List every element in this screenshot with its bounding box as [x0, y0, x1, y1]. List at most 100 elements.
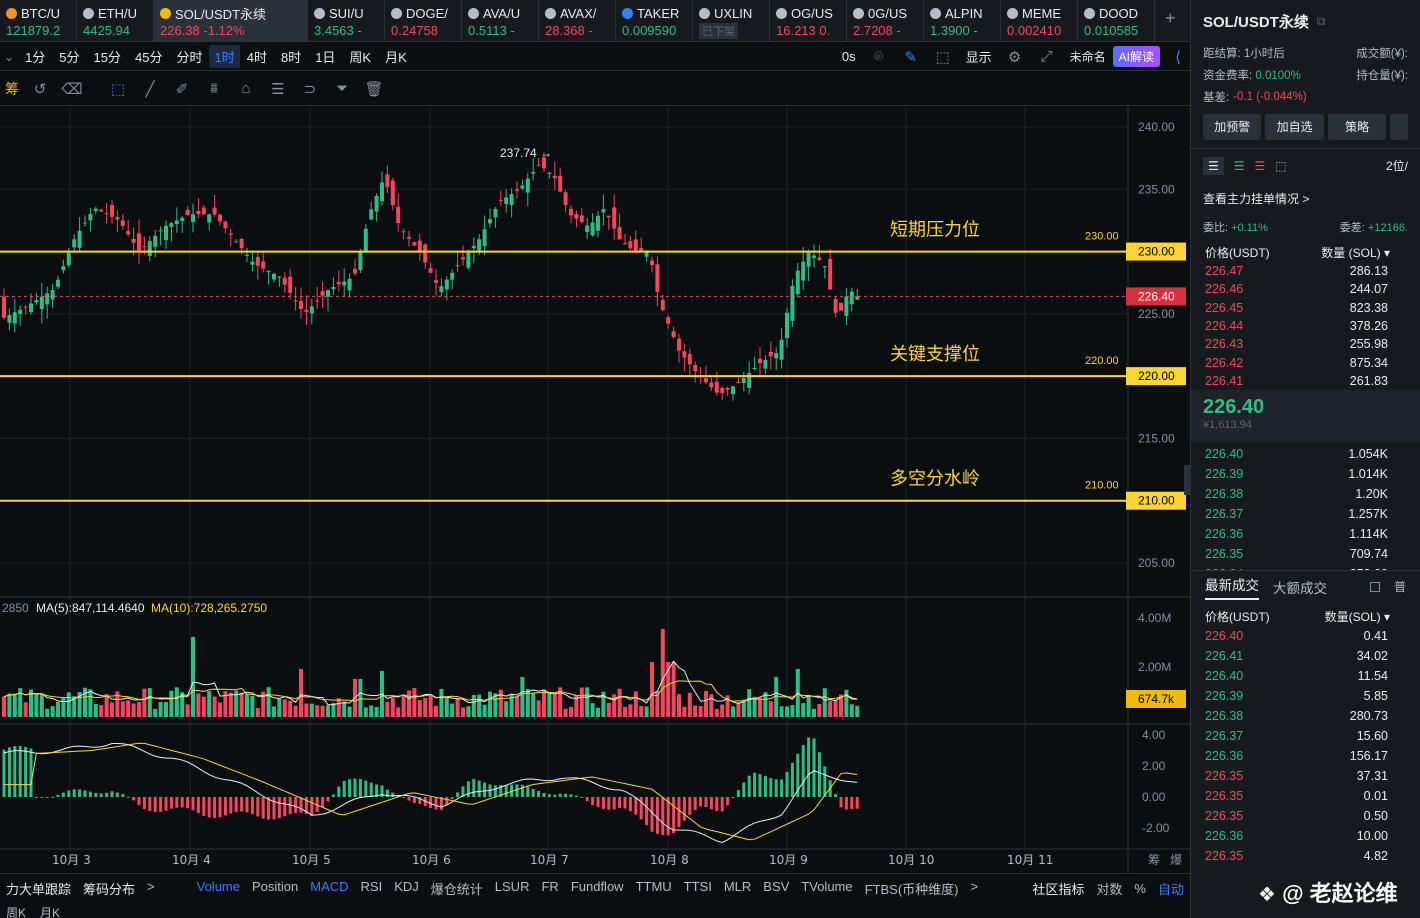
- orderbook-row[interactable]: 226.35 709.74: [1191, 544, 1420, 564]
- ticker-10[interactable]: 0G/US 2.7208 -: [847, 0, 924, 42]
- ticker-5[interactable]: AVA/U 0.5113 -: [462, 0, 539, 42]
- orderbook-buy-icon[interactable]: ☰: [1233, 158, 1245, 173]
- indicator-4[interactable]: Position: [252, 879, 299, 894]
- tf-10[interactable]: 月K: [385, 50, 407, 65]
- tf-3[interactable]: 45分: [135, 50, 163, 65]
- indicator-11[interactable]: Fundflow: [570, 879, 624, 894]
- indicator-3[interactable]: Volume: [196, 879, 240, 894]
- orderbook-expand-icon[interactable]: ⬚: [1275, 158, 1287, 173]
- tf-4[interactable]: 分时: [176, 50, 203, 65]
- erase-icon[interactable]: ⌫: [61, 80, 83, 98]
- edit-icon[interactable]: ☰: [271, 80, 285, 98]
- log-toggle[interactable]: 对数: [1096, 882, 1123, 897]
- ticker-2[interactable]: SOL/USDT永续 226.38 -1.12%: [154, 0, 308, 42]
- indicator-10[interactable]: FR: [541, 879, 559, 894]
- tf-9[interactable]: 周K: [349, 50, 372, 65]
- trade-col-qty[interactable]: 数量(SOL) ▾: [1324, 609, 1390, 624]
- indicator-17[interactable]: FTBS(币种维度): [864, 882, 959, 897]
- orderbook-row[interactable]: 226.42 875.34: [1191, 353, 1420, 371]
- indicator-15[interactable]: BSV: [763, 879, 790, 894]
- bottom-tf-week[interactable]: 周K: [6, 906, 27, 918]
- tf-8[interactable]: 1日: [315, 50, 336, 65]
- indicator-18[interactable]: >: [970, 879, 979, 894]
- fullscreen-icon[interactable]: ⤢: [1040, 48, 1053, 65]
- pencil-icon[interactable]: ✎: [904, 48, 917, 66]
- indicator-1[interactable]: 筹码分布: [83, 882, 136, 897]
- tf-1[interactable]: 5分: [59, 50, 80, 65]
- orderbook-row[interactable]: 226.34 353.09: [1191, 564, 1420, 570]
- indicator-13[interactable]: TTSI: [683, 879, 712, 894]
- main-orders-link[interactable]: 查看主力挂单情况 >: [1203, 191, 1310, 206]
- bottom-tf-month[interactable]: 月K: [40, 906, 61, 918]
- gear-icon[interactable]: ⚙: [1007, 48, 1022, 66]
- orderbook-row[interactable]: 226.45 823.38: [1191, 299, 1420, 317]
- trash-icon[interactable]: 🗑: [364, 80, 384, 98]
- orderbook-row[interactable]: 226.41 261.83: [1191, 372, 1420, 390]
- panel-button-2[interactable]: 策略: [1327, 114, 1387, 140]
- orderbook-row[interactable]: 226.43 255.98: [1191, 335, 1420, 353]
- layout-select[interactable]: 未命名: [1069, 50, 1106, 64]
- indicator-12[interactable]: TTMU: [635, 879, 672, 894]
- camera-icon[interactable]: ⌾: [874, 48, 884, 65]
- orderbook-row[interactable]: 226.47 286.13: [1191, 262, 1420, 280]
- tab-latest-trades[interactable]: 最新成交: [1205, 574, 1259, 600]
- indicator-8[interactable]: 爆仓统计: [430, 882, 483, 897]
- ticker-0[interactable]: BTC/U 121879.2: [0, 0, 77, 42]
- ticker-7[interactable]: TAKER 0.009590: [616, 0, 693, 42]
- tf-6[interactable]: 4时: [246, 50, 267, 65]
- orderbook-row[interactable]: 226.46 244.07: [1191, 280, 1420, 298]
- panel-button-1[interactable]: 加自选: [1265, 114, 1324, 140]
- tf-2[interactable]: 15分: [93, 50, 121, 65]
- indicator-0[interactable]: 力大单跟踪: [6, 882, 72, 897]
- orderbook-row[interactable]: 226.40 1.054K: [1191, 444, 1420, 464]
- tf-7[interactable]: 8时: [280, 50, 302, 65]
- community-indicators[interactable]: 社区指标: [1032, 882, 1085, 897]
- orderbook-row[interactable]: 226.37 1.257K: [1191, 504, 1420, 524]
- ai-button[interactable]: AI解读: [1112, 46, 1160, 67]
- filter-icon[interactable]: ⏷: [335, 80, 348, 97]
- indicator-7[interactable]: KDJ: [394, 879, 419, 894]
- indicator-16[interactable]: TVolume: [801, 879, 853, 894]
- brush-icon[interactable]: ✐: [175, 80, 189, 98]
- orderbook-row[interactable]: 226.44 378.26: [1191, 317, 1420, 335]
- ticker-8[interactable]: UXLIN 已下架: [693, 0, 770, 42]
- indicator-14[interactable]: MLR: [723, 879, 752, 894]
- orderbook-both-icon[interactable]: ☰: [1203, 156, 1224, 175]
- ticker-13[interactable]: DOOD 0.010585: [1078, 0, 1155, 42]
- ticker-3[interactable]: SUI/U 3.4563 -: [308, 0, 385, 42]
- select-icon[interactable]: ⬚: [935, 48, 950, 66]
- indicator-6[interactable]: RSI: [360, 879, 383, 894]
- undo-icon[interactable]: ↺: [33, 80, 47, 98]
- panel-button-more[interactable]: [1390, 114, 1409, 140]
- orderbook-row[interactable]: 226.36 1.114K: [1191, 524, 1420, 544]
- tf-5[interactable]: 1时: [209, 45, 240, 68]
- chip-tool[interactable]: 筹: [5, 80, 19, 97]
- line-tool-icon[interactable]: ╱: [145, 80, 155, 98]
- indicator-9[interactable]: LSUR: [494, 879, 530, 894]
- indicator-2[interactable]: >: [147, 879, 155, 894]
- indicator-5[interactable]: MACD: [310, 879, 349, 894]
- ticker-1[interactable]: ETH/U 4425.94: [77, 0, 154, 42]
- depth-select[interactable]: 2位/: [1385, 159, 1408, 173]
- add-ticker-icon[interactable]: +: [1165, 8, 1176, 28]
- price-chart[interactable]: 240.00 235.00 230.00 225.00 220.00 215.00 210.…: [0, 107, 1190, 873]
- filter-checkbox[interactable]: [1369, 581, 1380, 592]
- tf-collapse-icon[interactable]: ⌄: [4, 49, 15, 64]
- magnet-icon[interactable]: ⊃: [303, 80, 317, 98]
- ticker-4[interactable]: DOGE/0.24758: [385, 0, 462, 42]
- orderbook-row[interactable]: 226.38 1.20K: [1191, 484, 1420, 504]
- ticker-11[interactable]: ALPIN 1.3900 -: [924, 0, 1001, 42]
- cursor-icon[interactable]: ⬚: [110, 80, 126, 98]
- orderbook-row[interactable]: 226.39 1.014K: [1191, 464, 1420, 484]
- tab-big-trades[interactable]: 大额成交: [1273, 580, 1327, 596]
- percent-toggle[interactable]: %: [1134, 881, 1146, 896]
- orderbook-sell-icon[interactable]: ☰: [1254, 158, 1266, 173]
- tf-0[interactable]: 1分: [25, 50, 46, 65]
- ticker-9[interactable]: OG/US 16.213 0.: [770, 0, 847, 42]
- ticker-12[interactable]: MEME 0.002410: [1001, 0, 1078, 42]
- ticker-6[interactable]: AVAX/28.368 -: [539, 0, 616, 42]
- panel-button-0[interactable]: 加预警: [1203, 114, 1262, 140]
- pattern-icon[interactable]: ⩩: [209, 80, 218, 97]
- share-icon[interactable]: ⟨: [1175, 48, 1181, 66]
- display-button[interactable]: 显示: [965, 50, 992, 65]
